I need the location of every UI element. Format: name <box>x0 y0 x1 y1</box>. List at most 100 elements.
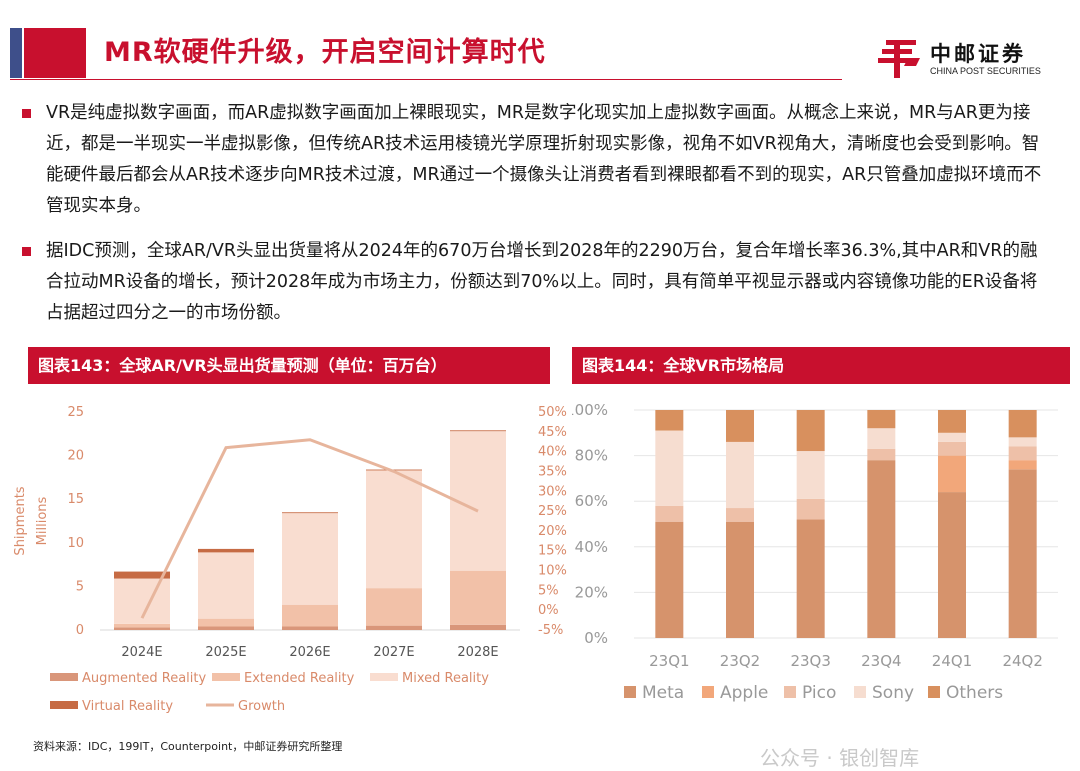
y-tick-label: 40% <box>575 538 608 556</box>
legend-label: Meta <box>642 683 684 703</box>
bar-segment <box>1008 446 1037 461</box>
y2-tick-label: 20% <box>538 524 567 539</box>
y-axis-label: Millions <box>35 496 50 545</box>
growth-line <box>140 438 479 619</box>
bar-segment <box>1008 460 1037 470</box>
legend-label: Growth <box>238 699 285 714</box>
y2-tick-label: 30% <box>538 484 567 499</box>
bar-segment <box>282 604 338 627</box>
title-accent-bar <box>10 28 22 78</box>
legend-label: Others <box>946 683 1003 703</box>
bar-segment <box>1008 437 1037 447</box>
bar-segment <box>366 588 422 626</box>
y2-tick-label: 40% <box>538 445 567 460</box>
x-tick-label: 24Q1 <box>932 652 972 670</box>
bar-segment <box>938 455 966 493</box>
y2-tick-label: 5% <box>538 583 559 598</box>
legend-swatch <box>50 673 78 681</box>
x-tick-label: 23Q3 <box>790 652 830 670</box>
x-tick-label: 2028E <box>457 645 498 660</box>
shipments-forecast-chart: 0 5 10 15 20 25 -5% 0% 5% 10% 15% 20% 25% 30% 35% 40% 45… <box>13 405 567 714</box>
bar-segment <box>938 441 966 456</box>
bar-segment <box>867 460 896 638</box>
x-tick-label: 23Q4 <box>861 652 901 670</box>
bar-segment <box>282 512 338 514</box>
source-note: 资料来源：IDC，199IT，Counterpoint，中邮证券研究所整理 <box>33 740 343 753</box>
legend-label: Pico <box>802 683 836 703</box>
bullet-square-icon <box>22 109 31 118</box>
bar-segment <box>655 521 684 638</box>
x-tick-label: 2024E <box>121 645 162 660</box>
watermark-text: 公众号 · 银创智库 <box>760 746 920 770</box>
chart-143-title: 图表143：全球AR/VR头显出货量预测（单位：百万台） <box>28 347 550 384</box>
legend-label: Sony <box>872 683 914 703</box>
bar-segment <box>366 470 422 589</box>
bar-segment <box>655 410 684 431</box>
y-tick-label: 20% <box>575 583 608 601</box>
logo-english-name: CHINA POST SECURITIES <box>930 66 1041 76</box>
bar-segment <box>366 625 422 630</box>
y2-tick-label: 0% <box>538 603 559 618</box>
y-tick-label: 100% <box>572 401 608 419</box>
y-tick-label: 5 <box>76 579 84 594</box>
bar-segment <box>796 519 825 638</box>
x-tick-label: 2027E <box>373 645 414 660</box>
y2-tick-label: 45% <box>538 425 567 440</box>
bar-segment <box>726 508 754 522</box>
legend-swatch <box>702 686 714 698</box>
page-title: MR软硬件升级，开启空间计算时代 <box>104 37 546 68</box>
bar-segment <box>1008 469 1037 638</box>
y2-tick-label: 25% <box>538 504 567 519</box>
y-tick-label: 25 <box>67 405 84 420</box>
legend-swatch <box>212 673 240 681</box>
legend-label: Mixed Reality <box>402 671 489 686</box>
bar-segment <box>867 448 896 461</box>
y2-tick-label: 10% <box>538 564 567 579</box>
y-axis-label: Shipments <box>13 486 28 555</box>
bar-segment <box>655 430 684 506</box>
y-tick-label: 80% <box>575 447 608 465</box>
legend-swatch <box>370 673 398 681</box>
bar-segment <box>938 432 966 442</box>
bar-segment <box>282 513 338 605</box>
bar-segment <box>726 441 754 509</box>
title-underline <box>10 79 842 80</box>
bullet-text: 据IDC预测，全球AR/VR头显出货量将从2024年的670万台增长到2028年… <box>46 241 1038 323</box>
bar-segment <box>198 618 254 627</box>
bar-segment <box>114 627 170 630</box>
bar-segment <box>726 410 754 442</box>
legend-swatch <box>784 686 796 698</box>
bar-segment <box>198 626 254 630</box>
y-tick-label: 20 <box>67 449 84 464</box>
bar-segment <box>198 548 254 553</box>
bar-segment <box>796 410 825 452</box>
china-post-logo-icon <box>878 40 920 78</box>
legend-label: Virtual Reality <box>82 699 173 714</box>
y-tick-label: 60% <box>575 492 608 510</box>
x-tick-label: 24Q2 <box>1002 652 1042 670</box>
bar-segment <box>726 521 754 638</box>
legend-label: Extended Reality <box>244 671 355 686</box>
bar-segment <box>450 624 506 630</box>
bar-segment <box>1008 410 1037 438</box>
chart-144-title: 图表144：全球VR市场格局 <box>572 347 1070 384</box>
legend-swatch <box>854 686 866 698</box>
bar-segment <box>114 571 170 579</box>
y2-tick-label: 35% <box>538 464 567 479</box>
bar-segment <box>796 451 825 499</box>
bullet-text: VR是纯虚拟数字画面，而AR虚拟数字画面加上裸眼现实，MR是数字化现实加上虚拟数… <box>46 103 1042 216</box>
y-tick-label: 10 <box>67 536 84 551</box>
legend-swatch <box>928 686 940 698</box>
x-tick-label: 2025E <box>205 645 246 660</box>
y-tick-label: 0% <box>584 629 608 647</box>
legend-label: Augmented Reality <box>82 671 206 686</box>
x-tick-label: 23Q1 <box>649 652 689 670</box>
logo-chinese-name: 中邮证券 <box>930 42 1026 66</box>
bullet-paragraph-1: VR是纯虚拟数字画面，而AR虚拟数字画面加上裸眼现实，MR是数字化现实加上虚拟数… <box>22 98 1052 222</box>
y2-tick-label: 50% <box>538 405 567 420</box>
bar-segment <box>867 428 896 449</box>
legend-swatch <box>624 686 636 698</box>
y2-tick-label: -5% <box>538 623 563 638</box>
y-tick-label: 15 <box>67 492 84 507</box>
bar-segment <box>938 492 966 638</box>
